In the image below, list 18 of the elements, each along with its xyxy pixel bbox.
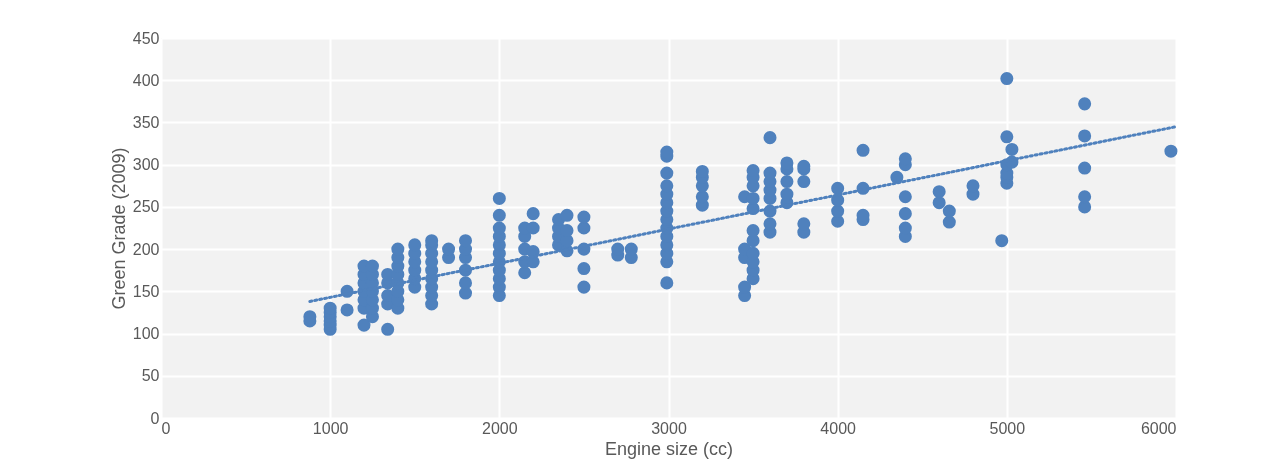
y-tick-label: 400 <box>132 71 160 89</box>
x-tick-label: 3000 <box>651 419 687 437</box>
y-tick-label: 300 <box>132 156 160 174</box>
x-tick-label: 4000 <box>820 419 857 437</box>
y-tick-label: 350 <box>132 113 160 131</box>
y-tick-label: 50 <box>141 367 160 385</box>
y-tick-label: 200 <box>132 240 160 258</box>
y-tick-label: 450 <box>132 29 160 47</box>
y-tick-label: 250 <box>132 198 160 216</box>
x-axis-title: Engine size (cc) <box>604 438 734 459</box>
x-tick-label: 0 <box>161 419 171 437</box>
y-tick-label: 150 <box>132 282 160 300</box>
x-tick-label: 6000 <box>1140 419 1177 437</box>
y-axis-title: Green Grade (2009) <box>108 147 129 310</box>
x-tick-label: 2000 <box>482 419 518 437</box>
y-tick-label: 100 <box>132 325 160 343</box>
x-tick-label: 1000 <box>312 419 349 437</box>
x-tick-label: 5000 <box>989 419 1026 437</box>
